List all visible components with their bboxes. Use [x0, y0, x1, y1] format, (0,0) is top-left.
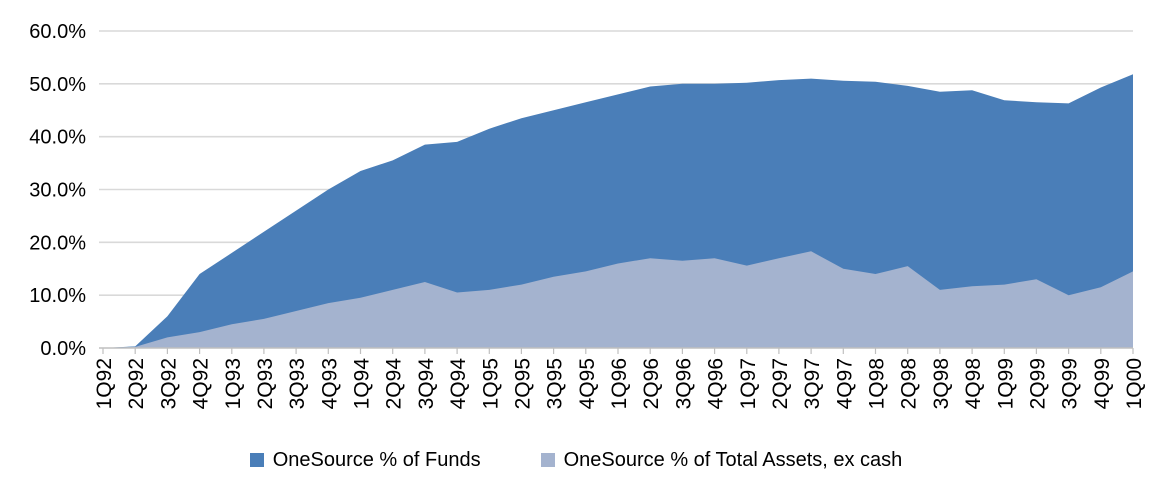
x-axis-tick-label: 1Q93 — [222, 358, 245, 409]
x-axis-tick-label: 1Q95 — [479, 358, 502, 409]
plot-area: 0.0% 10.0% 20.0% 30.0% 40.0% 50.0% 60.0% 1Q92 2Q… — [29, 21, 1146, 410]
x-axis-tick-label: 2Q93 — [254, 358, 277, 409]
y-axis-tick-label: 0.0% — [40, 338, 86, 360]
legend-label-assets: OneSource % of Total Assets, ex cash — [563, 449, 903, 471]
x-axis-tick-label: 2Q94 — [383, 358, 406, 410]
legend-item-funds: OneSource % of Funds — [249, 449, 481, 471]
x-axis-tick-label: 3Q94 — [415, 358, 438, 410]
legend-label-funds: OneSource % of Funds — [272, 449, 481, 471]
x-axis-tick-label: 2Q99 — [1026, 358, 1049, 409]
x-axis-tick-label: 1Q99 — [994, 358, 1017, 409]
x-axis-tick-label: 4Q96 — [705, 358, 728, 409]
x-axis-tick-label: 4Q93 — [318, 358, 341, 409]
legend-swatch-assets-icon — [540, 453, 555, 467]
y-axis-tick-label: 10.0% — [29, 285, 86, 307]
x-axis-tick-label: 1Q94 — [351, 358, 374, 410]
y-axis-tick-label: 20.0% — [29, 232, 86, 254]
x-axis-tick-label: 3Q97 — [801, 358, 824, 409]
x-axis-tick-label: 4Q95 — [576, 358, 599, 409]
x-axis-tick-label: 1Q00 — [1123, 358, 1146, 409]
x-axis-tick-label: 1Q98 — [866, 358, 889, 409]
y-axis-tick-label: 30.0% — [29, 180, 86, 202]
series-area-assets — [103, 251, 1133, 348]
x-axis-tick-label: 3Q92 — [157, 358, 180, 409]
chart-legend: OneSource % of Funds OneSource % of Tota… — [0, 449, 1152, 471]
x-axis-tick-label: 2Q96 — [640, 358, 663, 409]
y-axis-tick-label: 60.0% — [29, 21, 86, 43]
x-axis-tick-label: 1Q96 — [608, 358, 631, 409]
x-axis-tick-label: 3Q99 — [1059, 358, 1082, 409]
x-axis-tick-label: 3Q95 — [544, 358, 567, 409]
legend-swatch-funds-icon — [249, 453, 264, 467]
x-axis-tick-label: 3Q98 — [930, 358, 953, 409]
x-axis-tick-label: 4Q92 — [190, 358, 213, 409]
y-axis-tick-label: 40.0% — [29, 127, 86, 149]
x-axis-tick-label: 2Q97 — [769, 358, 792, 409]
x-axis-tick-label: 2Q92 — [125, 358, 148, 409]
x-axis-tick-label: 1Q97 — [737, 358, 760, 409]
x-axis-tick-label: 1Q92 — [93, 358, 116, 409]
x-axis-tick-label: 2Q98 — [898, 358, 921, 409]
y-axis-tick-label: 50.0% — [29, 74, 86, 96]
x-axis-tick-label: 3Q96 — [672, 358, 695, 409]
x-axis-tick-label: 2Q95 — [511, 358, 534, 409]
x-axis-tick-label: 4Q98 — [962, 358, 985, 409]
legend-item-assets: OneSource % of Total Assets, ex cash — [540, 449, 903, 471]
x-axis-tick-label: 4Q97 — [833, 358, 856, 409]
x-axis-tick-label: 4Q94 — [447, 358, 470, 410]
x-axis-tick-label: 4Q99 — [1091, 358, 1114, 409]
x-axis-tick-label: 3Q93 — [286, 358, 309, 409]
